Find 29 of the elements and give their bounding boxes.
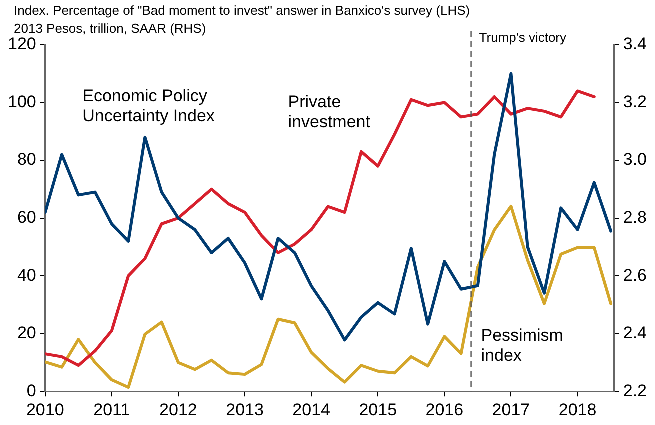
y-tick-label: 20: [17, 324, 36, 343]
x-tick-label: 2017: [492, 400, 530, 420]
x-tick-label: 2011: [94, 400, 130, 420]
y2-tick-label: 2.2: [623, 381, 648, 400]
y-tick-label: 100: [8, 92, 36, 112]
y-tick-label: 80: [17, 150, 36, 170]
text: 2013 Pesos, trillion, SAAR (RHS): [14, 21, 206, 36]
x-tick-label: 2015: [359, 400, 398, 420]
x-tick-label: 2016: [426, 400, 464, 420]
y2-tick-label: 2.6: [623, 266, 648, 285]
y-tick-label: 120: [8, 34, 36, 54]
text: Index. Percentage of "Bad moment to invest" answer in Banxico's survey (LHS): [14, 3, 470, 18]
y2-tick-label: 2.4: [623, 324, 648, 343]
x-tick-label: 2014: [292, 400, 330, 420]
series-label: Pessimism index: [481, 326, 564, 366]
y-tick-label: 60: [17, 208, 36, 227]
y-tick-label: 0: [26, 381, 36, 400]
y2-tick-label: 2.8: [623, 208, 648, 227]
y2-tick-label: 3.4: [623, 34, 648, 54]
ref-line-label: Trump's victory: [479, 30, 568, 46]
x-tick-label: 2018: [558, 400, 597, 420]
x-tick-label: 2013: [226, 400, 264, 420]
y-tick-label: 40: [17, 266, 36, 285]
x-tick-label: 2012: [160, 400, 198, 420]
y2-tick-label: 3.2: [623, 92, 648, 112]
x-tick-label: 2010: [26, 400, 64, 420]
y2-tick-label: 3.0: [623, 150, 648, 170]
series-label: Private investment: [288, 92, 371, 132]
series-label: Economic Policy Uncertainty Index: [82, 86, 216, 126]
